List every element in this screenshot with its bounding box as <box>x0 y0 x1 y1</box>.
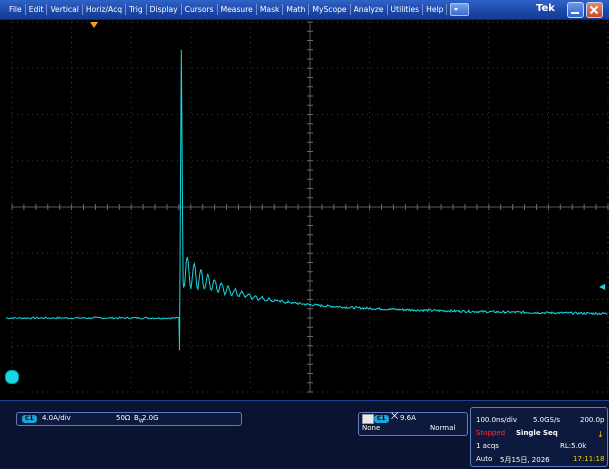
channel1-readout[interactable] <box>16 412 242 426</box>
channel1-ground-marker[interactable] <box>5 370 19 384</box>
trigger-type-icon <box>362 414 374 424</box>
record-length: RL:5.0k <box>560 442 587 450</box>
menu-bar: File Edit Vertical Horiz/Acq Trig Display Curs… <box>0 0 609 20</box>
channel1-scale: 4.0A/div <box>42 414 71 422</box>
menu-item-help[interactable]: Help <box>423 4 448 15</box>
menu-item-display[interactable]: Display <box>147 4 182 15</box>
menu-item-vertical[interactable]: Vertical <box>47 4 83 15</box>
menu-item-math[interactable]: Math <box>283 4 310 15</box>
trigger-source-badge: C1 <box>374 415 389 423</box>
menu-item-myscope[interactable]: MyScope <box>309 4 351 15</box>
sequence-mode: Single Seq <box>516 429 558 437</box>
trigger-mode: Normal <box>430 424 456 432</box>
menu-item-mask[interactable]: Mask <box>257 4 284 15</box>
trigger-auto-mode: Auto <box>476 455 493 463</box>
bandwidth-icon: BW <box>134 414 144 425</box>
acquisition-state: Stopped <box>476 429 506 437</box>
acquisition-readout[interactable] <box>470 407 608 467</box>
graticule-grid <box>11 21 609 393</box>
minimize-button[interactable] <box>567 2 584 18</box>
waveform-display[interactable] <box>0 20 609 400</box>
menu-list: File Edit Vertical Horiz/Acq Trig Display Curs… <box>6 0 470 19</box>
trigger-level: 9.6A <box>400 414 416 422</box>
horizontal-position: 200.0p <box>580 416 605 424</box>
delay-arrow-icon: ↓ <box>597 430 604 439</box>
channel1-impedance: 50Ω <box>116 414 131 422</box>
close-button[interactable] <box>586 2 603 18</box>
menu-item-trig[interactable]: Trig <box>126 4 147 15</box>
channel1-bandwidth: 2.0G <box>142 414 159 422</box>
timebase: 100.0ns/div <box>476 416 518 424</box>
menu-item-file[interactable]: File <box>6 4 26 15</box>
trigger-level-marker[interactable]: ◀ <box>599 282 606 291</box>
channel1-trace <box>5 49 608 351</box>
menu-item-horizacq[interactable]: Horiz/Acq <box>83 4 127 15</box>
channel1-badge: C1 <box>22 415 37 423</box>
menu-dropdown-icon[interactable] <box>450 3 470 16</box>
acquisition-count: 1 acqs <box>476 442 499 450</box>
menu-item-utilities[interactable]: Utilities <box>388 4 424 15</box>
trigger-slope-icon: ⨉ <box>391 412 399 422</box>
trigger-position-marker[interactable] <box>90 22 98 28</box>
menu-item-measure[interactable]: Measure <box>218 4 257 15</box>
trigger-coupling: None <box>362 424 381 432</box>
date-readout: 5月15日, 2026 <box>500 456 550 464</box>
menu-item-cursors[interactable]: Cursors <box>182 4 218 15</box>
menu-item-edit[interactable]: Edit <box>26 4 48 15</box>
menu-item-analyze[interactable]: Analyze <box>351 4 388 15</box>
sample-rate: 5.0GS/s <box>533 416 561 424</box>
brand-logo: Tek <box>536 3 555 14</box>
time-readout: 17:11:18 <box>573 455 605 463</box>
